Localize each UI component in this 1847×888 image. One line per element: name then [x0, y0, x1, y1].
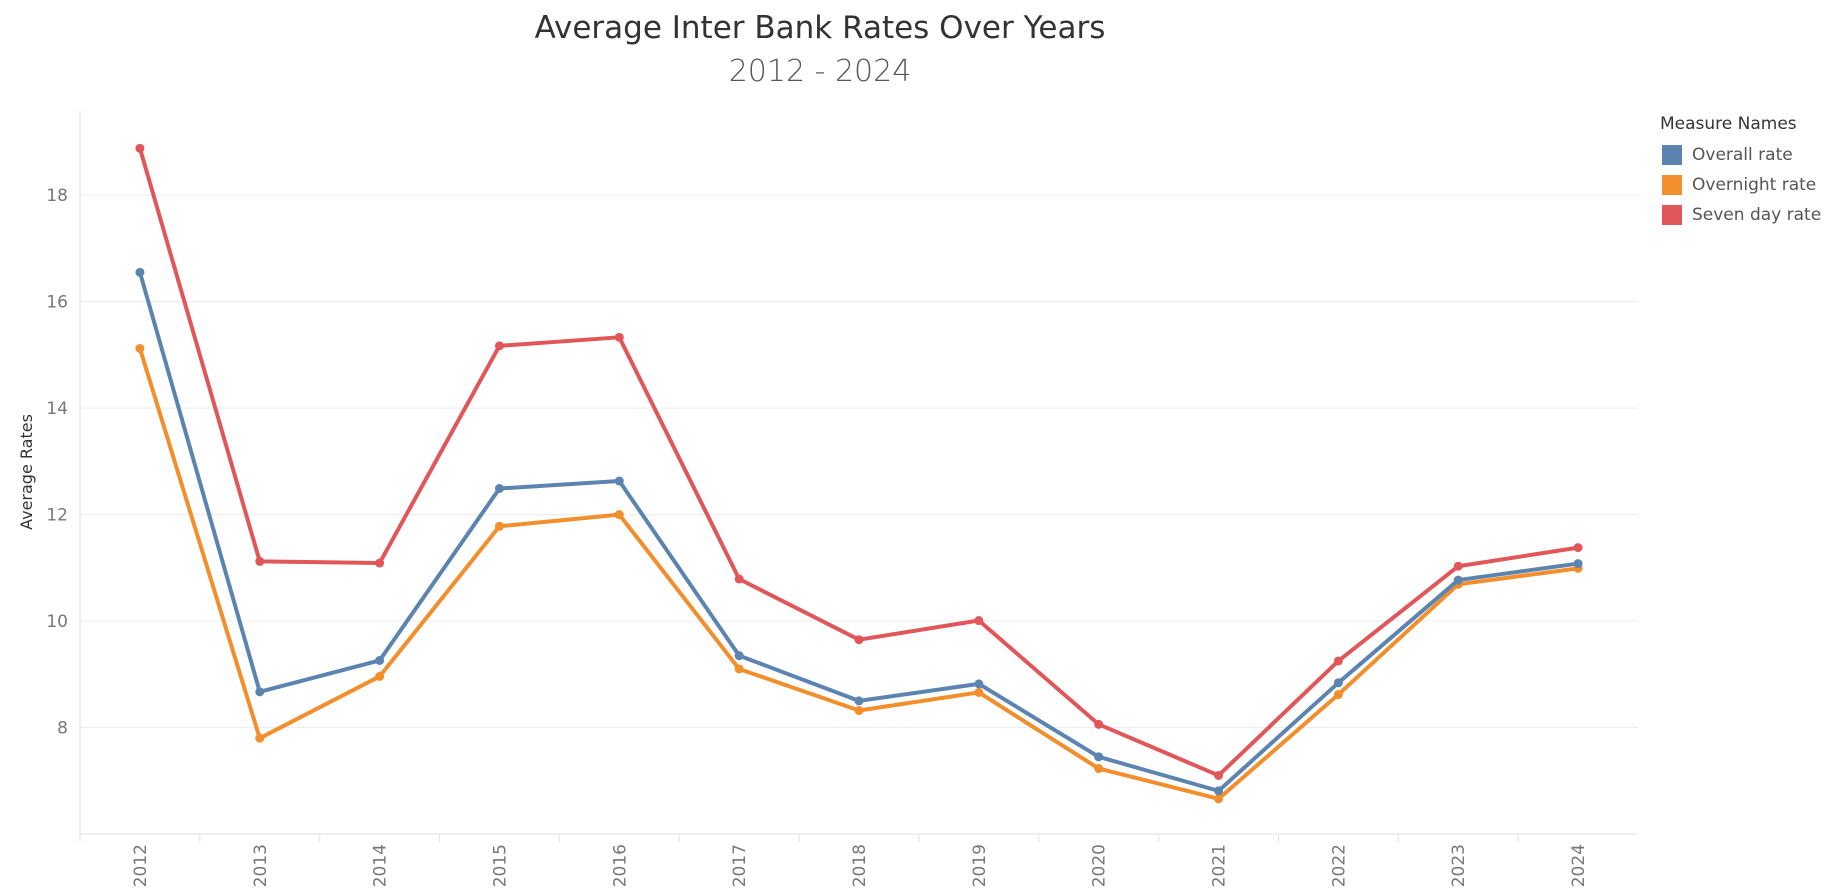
x-tick-label: 2024 — [1569, 844, 1589, 887]
data-point[interactable] — [854, 635, 864, 645]
legend-swatch — [1662, 175, 1682, 195]
data-point[interactable] — [255, 733, 265, 743]
data-point[interactable] — [1094, 764, 1104, 774]
data-point[interactable] — [375, 558, 385, 568]
x-axis-ticks: 2012 2013 2014 2015 2016 2017 2018 2019 2020 2021… — [79, 834, 1589, 887]
data-point[interactable] — [854, 705, 864, 715]
data-point[interactable] — [854, 696, 864, 706]
legend-items: Overall rate Overnight rate Seven day rate — [1660, 140, 1821, 230]
data-point[interactable] — [614, 476, 624, 486]
y-tick-label: 14 — [46, 399, 68, 419]
data-point[interactable] — [974, 616, 984, 626]
y-tick-label: 8 — [57, 719, 68, 739]
data-point[interactable] — [494, 521, 504, 531]
legend-label: Overnight rate — [1692, 175, 1817, 195]
data-point[interactable] — [614, 332, 624, 342]
legend-title: Measure Names — [1660, 114, 1797, 134]
x-tick-label: 2021 — [1210, 844, 1230, 887]
data-point[interactable] — [1573, 543, 1583, 553]
data-point[interactable] — [375, 671, 385, 681]
y-tick-label: 12 — [46, 506, 68, 526]
data-point[interactable] — [974, 687, 984, 697]
x-tick-label: 2015 — [490, 844, 510, 887]
legend-item[interactable]: Seven day rate — [1660, 200, 1821, 230]
data-point[interactable] — [734, 664, 744, 674]
series-overall-rate — [135, 267, 1583, 796]
data-point[interactable] — [1214, 794, 1224, 804]
series-line — [137, 346, 1581, 801]
gridlines — [80, 194, 1638, 729]
data-point[interactable] — [1094, 752, 1104, 762]
x-tick-label: 2019 — [970, 844, 990, 887]
y-tick-label: 16 — [46, 293, 68, 313]
x-tick-label: 2016 — [610, 844, 630, 887]
chart-title: Average Inter Bank Rates Over Years — [534, 10, 1106, 46]
series-overnight-rate — [135, 343, 1583, 804]
data-point[interactable] — [1214, 770, 1224, 780]
x-tick-label: 2013 — [251, 844, 271, 887]
legend-label: Seven day rate — [1692, 205, 1822, 225]
x-tick-label: 2020 — [1090, 844, 1110, 887]
data-point[interactable] — [494, 484, 504, 494]
data-point[interactable] — [135, 343, 145, 353]
legend-item[interactable]: Overnight rate — [1660, 170, 1821, 200]
data-point[interactable] — [494, 341, 504, 351]
data-point[interactable] — [1573, 559, 1583, 569]
data-point[interactable] — [734, 651, 744, 661]
legend-label: Overall rate — [1692, 145, 1793, 165]
x-tick-label: 2017 — [730, 844, 750, 887]
data-point[interactable] — [1214, 786, 1224, 796]
x-tick-label: 2023 — [1449, 844, 1469, 887]
series-line — [137, 146, 1581, 778]
legend-swatch — [1662, 145, 1682, 165]
legend-item[interactable]: Overall rate — [1660, 140, 1821, 170]
series-lines — [135, 143, 1583, 804]
data-point[interactable] — [734, 574, 744, 584]
data-point[interactable] — [255, 556, 265, 566]
data-point[interactable] — [974, 679, 984, 689]
x-tick-label: 2022 — [1329, 844, 1349, 887]
data-point[interactable] — [255, 687, 265, 697]
data-point[interactable] — [614, 510, 624, 520]
data-point[interactable] — [1094, 719, 1104, 729]
chart-subtitle: 2012 - 2024 — [728, 54, 912, 89]
data-point[interactable] — [1453, 575, 1463, 585]
data-point[interactable] — [135, 267, 145, 277]
data-point[interactable] — [1333, 690, 1343, 700]
y-tick-label: 10 — [46, 612, 68, 632]
data-point[interactable] — [1333, 656, 1343, 666]
x-tick-label: 2012 — [131, 844, 151, 887]
x-tick-label: 2014 — [371, 844, 391, 887]
data-point[interactable] — [375, 655, 385, 665]
legend: Measure Names Overall rate Overnight rate… — [1660, 114, 1821, 230]
y-tick-label: 18 — [46, 186, 68, 206]
y-axis-title: Average Rates — [17, 414, 36, 530]
data-point[interactable] — [135, 143, 145, 153]
x-tick-label: 2018 — [850, 844, 870, 887]
series-seven-day-rate — [135, 143, 1583, 780]
y-axis-ticks: 8 10 12 14 16 18 — [46, 186, 68, 738]
legend-swatch — [1662, 205, 1682, 225]
data-point[interactable] — [1453, 561, 1463, 571]
data-point[interactable] — [1333, 678, 1343, 688]
